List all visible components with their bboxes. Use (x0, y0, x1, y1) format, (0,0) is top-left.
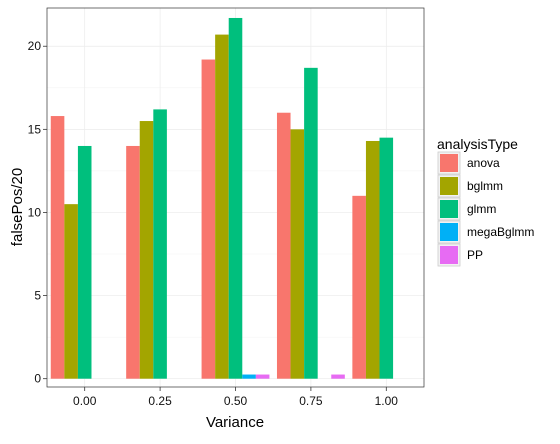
legend-swatch-glmm (440, 200, 458, 218)
legend-label-PP: PP (467, 248, 483, 262)
legend-label-bglmm: bglmm (467, 179, 503, 193)
y-tick-label: 0 (34, 372, 41, 386)
bar-anova-0.75 (277, 113, 291, 379)
x-tick-label: 0.25 (148, 394, 172, 408)
bar-anova-0.50 (202, 60, 216, 379)
x-axis-ticks: 0.00 0.25 0.50 0.75 1.00 (73, 387, 398, 408)
legend-swatch-anova (440, 154, 458, 172)
y-tick-label: 5 (34, 289, 41, 303)
bar-megaBglmm-0.50 (242, 375, 256, 379)
bar-bglmm-0.75 (291, 129, 305, 378)
x-tick-label: 0.50 (224, 394, 248, 408)
y-tick-label: 15 (28, 122, 42, 136)
bar-bglmm-0.00 (64, 204, 78, 379)
legend: analysisType anova bglmm glmm megaBglmm PP (437, 136, 534, 266)
legend-label-megaBglmm: megaBglmm (467, 225, 534, 239)
bar-bglmm-0.50 (215, 35, 229, 379)
legend-swatch-PP (440, 246, 458, 264)
bar-bglmm-0.25 (140, 121, 154, 379)
x-axis-label: Variance (206, 414, 264, 431)
y-tick-label: 20 (28, 39, 42, 53)
bar-anova-0.25 (126, 146, 140, 379)
legend-label-glmm: glmm (467, 202, 496, 216)
bar-PP-0.50 (256, 375, 270, 379)
bar-glmm-0.50 (229, 18, 243, 379)
bar-PP-0.75 (331, 375, 345, 379)
bar-glmm-1.00 (380, 138, 394, 379)
legend-label-anova: anova (467, 156, 500, 170)
y-axis-label: falsePos/20 (9, 168, 26, 246)
bar-anova-0.00 (51, 116, 65, 379)
y-tick-label: 10 (28, 205, 42, 219)
y-axis-ticks: 0 5 10 15 20 (28, 39, 47, 385)
bar-glmm-0.75 (304, 68, 318, 379)
legend-swatch-megaBglmm (440, 223, 458, 241)
legend-title: analysisType (437, 136, 518, 152)
x-tick-label: 1.00 (375, 394, 399, 408)
bar-glmm-0.25 (153, 109, 167, 378)
legend-swatch-bglmm (440, 177, 458, 195)
x-tick-label: 0.00 (73, 394, 97, 408)
x-tick-label: 0.75 (299, 394, 323, 408)
bar-anova-1.00 (352, 196, 366, 379)
bar-bglmm-1.00 (366, 141, 380, 379)
bar-glmm-0.00 (78, 146, 92, 379)
